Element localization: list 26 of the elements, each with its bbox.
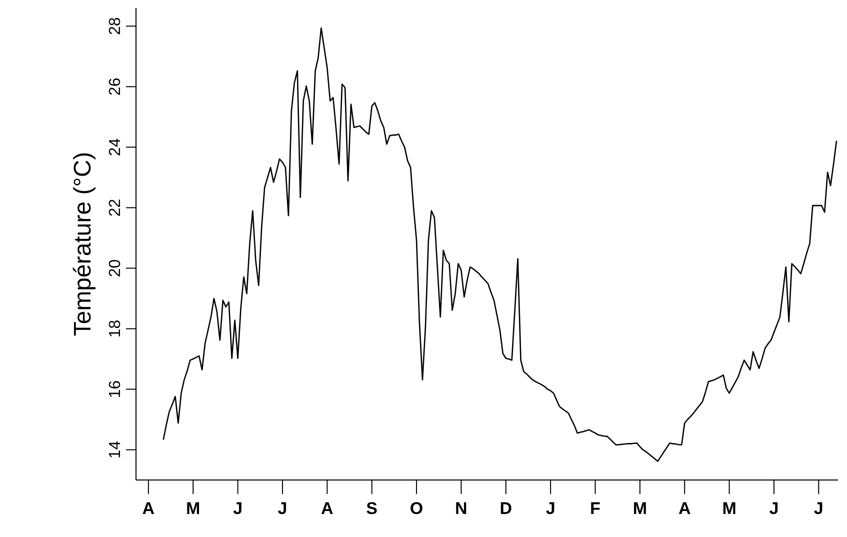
y-tick-label: 22 bbox=[107, 198, 124, 217]
x-tick-label: J bbox=[769, 499, 779, 518]
x-tick-label: J bbox=[233, 499, 243, 518]
x-tick-label: O bbox=[410, 499, 424, 518]
y-tick-label: 26 bbox=[107, 78, 124, 96]
x-tick-label: M bbox=[186, 499, 200, 518]
x-tick-label: A bbox=[678, 499, 691, 518]
x-tick-label: J bbox=[546, 499, 556, 518]
x-tick-label: A bbox=[142, 499, 155, 518]
y-tick-label: 18 bbox=[107, 320, 124, 338]
x-tick-label: A bbox=[321, 499, 334, 518]
y-tick-label: 28 bbox=[107, 17, 124, 36]
x-tick-label: D bbox=[500, 499, 512, 518]
x-tick-label: J bbox=[814, 499, 824, 518]
line-series bbox=[162, 27, 838, 462]
y-tick-label: 14 bbox=[107, 440, 124, 459]
y-tick-label: 20 bbox=[107, 259, 124, 278]
x-tick-label: M bbox=[722, 499, 736, 518]
y-axis-title: Température (°C) bbox=[70, 152, 97, 336]
y-tick-label: 24 bbox=[107, 138, 124, 156]
x-tick-label: M bbox=[632, 499, 648, 518]
y-tick-label: 16 bbox=[107, 380, 124, 398]
x-tick-label: F bbox=[590, 499, 600, 518]
x-tick-label: J bbox=[278, 499, 288, 518]
x-tick-label: N bbox=[455, 499, 468, 518]
x-tick-label: S bbox=[366, 499, 378, 518]
